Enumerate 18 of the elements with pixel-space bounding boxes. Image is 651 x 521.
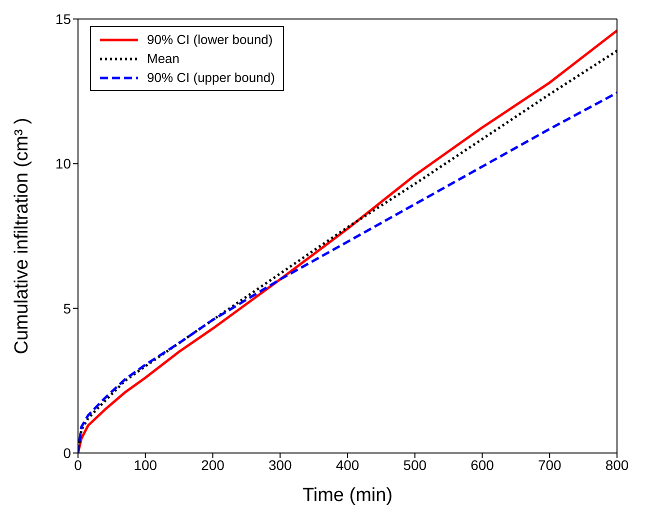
legend-label: Mean [147, 51, 180, 66]
x-tick-label: 800 [605, 456, 629, 473]
x-tick-label: 0 [74, 456, 82, 473]
x-tick-label: 500 [403, 456, 427, 473]
x-tick-label: 700 [538, 456, 562, 473]
y-axis-title: Cumulative infiltration (cm³ ) [12, 118, 33, 354]
legend-label: 90% CI (upper bound) [147, 70, 275, 85]
y-tick-label: 5 [63, 300, 72, 316]
y-tick-label: 10 [55, 156, 72, 172]
x-tick-label: 400 [336, 456, 360, 473]
x-axis-title: Time (min) [302, 485, 393, 506]
x-tick-label: 600 [470, 456, 494, 473]
x-tick-label: 300 [268, 456, 292, 473]
x-tick-label: 200 [201, 456, 225, 473]
legend-label: 90% CI (lower bound) [147, 32, 273, 47]
y-tick-label: 15 [55, 10, 72, 27]
x-tick-label: 100 [134, 456, 158, 473]
y-tick-label: 0 [63, 444, 72, 461]
